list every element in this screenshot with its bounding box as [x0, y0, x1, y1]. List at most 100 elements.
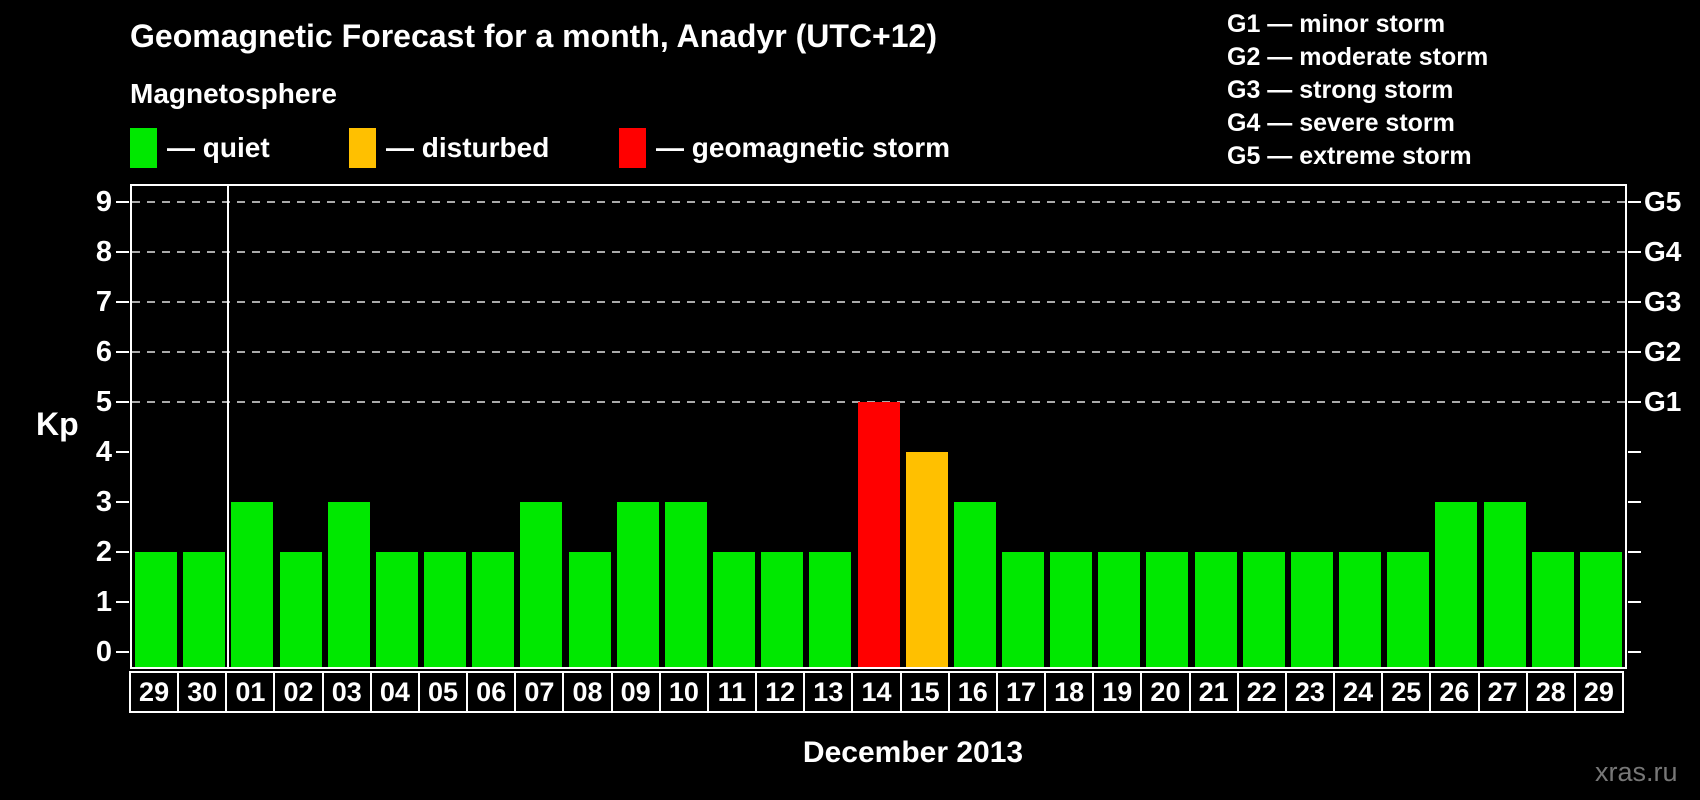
day-label-08-9: 08 [562, 671, 613, 713]
day-label-30-1: 30 [177, 671, 228, 713]
bar-day-01 [231, 502, 274, 667]
y-axis-label: Kp [36, 406, 79, 442]
g-legend-line-5: G5 — extreme storm [1227, 142, 1472, 170]
bar-day-24 [1339, 552, 1382, 667]
right-axis-label-G4: G4 [1644, 236, 1682, 267]
bar-day-09 [616, 502, 659, 667]
bar-day-23 [1290, 552, 1333, 667]
gridline-kp8 [132, 251, 1625, 253]
legend-swatch-storm [619, 128, 646, 168]
day-label-05-6: 05 [417, 671, 469, 713]
g-scale-legend: G1 — minor storm G2 — moderate storm G3 — … [1227, 8, 1488, 173]
day-label-22-23: 22 [1236, 671, 1287, 713]
bar-day-18 [1050, 552, 1093, 667]
day-label-13-14: 13 [803, 671, 854, 713]
bar-day-05 [424, 552, 467, 667]
y-tick-right-9 [1628, 201, 1641, 203]
bar-day-26 [1435, 502, 1478, 667]
day-label-29-0: 29 [129, 671, 180, 713]
day-label-25-26: 25 [1381, 671, 1432, 713]
day-label-07-8: 07 [514, 671, 565, 713]
y-tick-right-3 [1628, 501, 1641, 503]
day-label-16-17: 16 [947, 671, 998, 713]
y-tick-label-8: 8 [95, 236, 112, 268]
y-tick-left-7 [116, 301, 129, 303]
day-label-26-27: 26 [1429, 671, 1480, 713]
bar-day-10 [664, 502, 707, 667]
y-tick-right-0 [1628, 651, 1641, 653]
y-tick-right-5 [1628, 401, 1641, 403]
bar-day-16 [953, 502, 996, 667]
bar-day-14 [857, 402, 900, 667]
bar-day-22 [1242, 552, 1285, 667]
g-legend-line-4: G4 — severe storm [1227, 109, 1455, 137]
x-axis-label: December 2013 [802, 736, 1024, 769]
y-tick-left-4 [116, 451, 129, 453]
y-tick-label-7: 7 [95, 286, 112, 318]
right-axis-label-G2: G2 [1644, 336, 1682, 367]
day-label-28-29: 28 [1525, 671, 1576, 713]
bar-day-25 [1387, 552, 1430, 667]
y-tick-left-8 [116, 251, 129, 253]
day-label-09-10: 09 [610, 671, 661, 713]
day-label-03-4: 03 [321, 671, 372, 713]
day-label-02-3: 02 [273, 671, 324, 713]
day-label-10-11: 10 [658, 671, 709, 713]
plot-area [130, 184, 1627, 669]
day-label-21-22: 21 [1188, 671, 1239, 713]
y-tick-right-1 [1628, 601, 1641, 603]
day-label-29-30: 29 [1573, 671, 1624, 713]
y-tick-left-0 [116, 651, 129, 653]
day-label-24-25: 24 [1333, 671, 1384, 713]
y-tick-left-9 [116, 201, 129, 203]
g-legend-line-3: G3 — strong storm [1227, 76, 1454, 104]
watermark: xras.ru [1595, 757, 1678, 787]
y-tick-label-2: 2 [95, 536, 112, 568]
bar-day-21 [1194, 552, 1237, 667]
y-tick-right-2 [1628, 551, 1641, 553]
y-tick-label-9: 9 [95, 186, 112, 218]
y-tick-left-2 [116, 551, 129, 553]
bar-day-07 [520, 502, 563, 667]
y-tick-right-6 [1628, 351, 1641, 353]
legend-label-quiet: — quiet [167, 132, 270, 163]
legend-swatch-disturbed [349, 128, 376, 168]
day-label-19-20: 19 [1092, 671, 1143, 713]
bar-day-08 [568, 552, 611, 667]
bar-day-27 [1483, 502, 1526, 667]
day-label-18-19: 18 [1044, 671, 1095, 713]
y-tick-right-8 [1628, 251, 1641, 253]
month-separator [227, 186, 230, 667]
g-legend-line-1: G1 — minor storm [1227, 10, 1446, 38]
gridline-kp7 [132, 301, 1625, 303]
day-label-01-2: 01 [225, 671, 276, 713]
day-label-20-21: 20 [1140, 671, 1191, 713]
y-tick-label-3: 3 [95, 486, 112, 518]
bar-day-28 [1531, 552, 1574, 667]
legend-label-storm: — geomagnetic storm [656, 132, 951, 163]
day-label-04-5: 04 [369, 671, 420, 713]
magnetosphere-subtitle: Magnetosphere [130, 78, 337, 109]
bar-day-15 [905, 452, 948, 667]
legend-label-disturbed: — disturbed [386, 132, 550, 163]
day-label-11-12: 11 [706, 671, 758, 713]
y-tick-label-1: 1 [95, 586, 112, 618]
legend-swatch-quiet [130, 128, 157, 168]
bar-day-06 [472, 552, 515, 667]
y-tick-left-6 [116, 351, 129, 353]
y-tick-right-4 [1628, 451, 1641, 453]
gridline-kp6 [132, 351, 1625, 353]
bar-day-04 [375, 552, 418, 667]
y-tick-label-6: 6 [95, 336, 112, 368]
bar-day-30 [183, 552, 226, 667]
bar-day-03 [327, 502, 370, 667]
bar-day-19 [1098, 552, 1141, 667]
bar-day-20 [1146, 552, 1189, 667]
y-tick-left-3 [116, 501, 129, 503]
right-axis-label-G1: G1 [1644, 386, 1682, 417]
day-label-23-24: 23 [1284, 671, 1336, 713]
day-label-06-7: 06 [466, 671, 517, 713]
bar-day-29 [135, 552, 178, 667]
page-title: Geomagnetic Forecast for a month, Anadyr… [130, 18, 937, 54]
